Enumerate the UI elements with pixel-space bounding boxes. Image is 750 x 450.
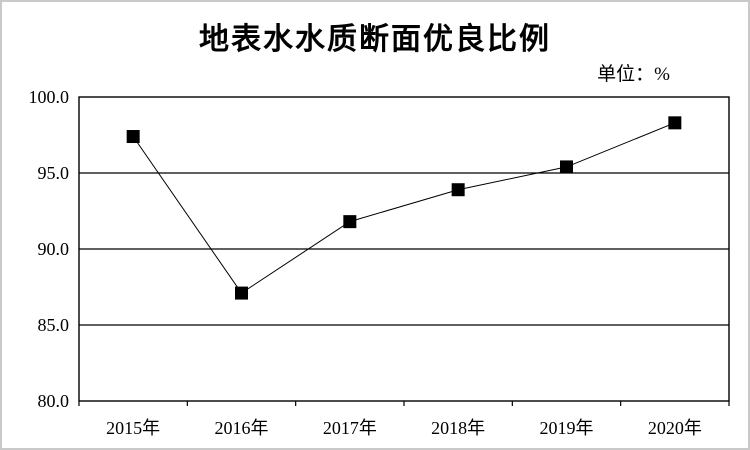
y-tick-label: 100.0 [29,87,70,107]
data-point-marker [560,160,573,174]
data-point-marker [126,130,140,144]
y-tick-label: 85.0 [38,315,70,335]
unit-label: 单位：% [597,64,670,85]
chart-title: 地表水水质断面优良比例 [199,23,551,56]
y-tick-label: 80.0 [38,391,70,411]
y-tick-label: 90.0 [38,239,70,259]
x-tick-label: 2017年 [323,418,377,438]
x-tick-label: 2018年 [431,418,485,438]
y-tick-label: 95.0 [38,163,70,183]
x-tick-label: 2016年 [215,418,269,438]
data-line [132,122,676,294]
x-tick-label: 2020年 [648,418,702,438]
x-tick-label: 2015年 [106,418,160,438]
data-point-marker [451,183,465,197]
x-tick-label: 2019年 [540,418,594,438]
data-point-marker [343,215,357,229]
data-point-marker [235,286,248,300]
data-point-marker [668,116,682,130]
